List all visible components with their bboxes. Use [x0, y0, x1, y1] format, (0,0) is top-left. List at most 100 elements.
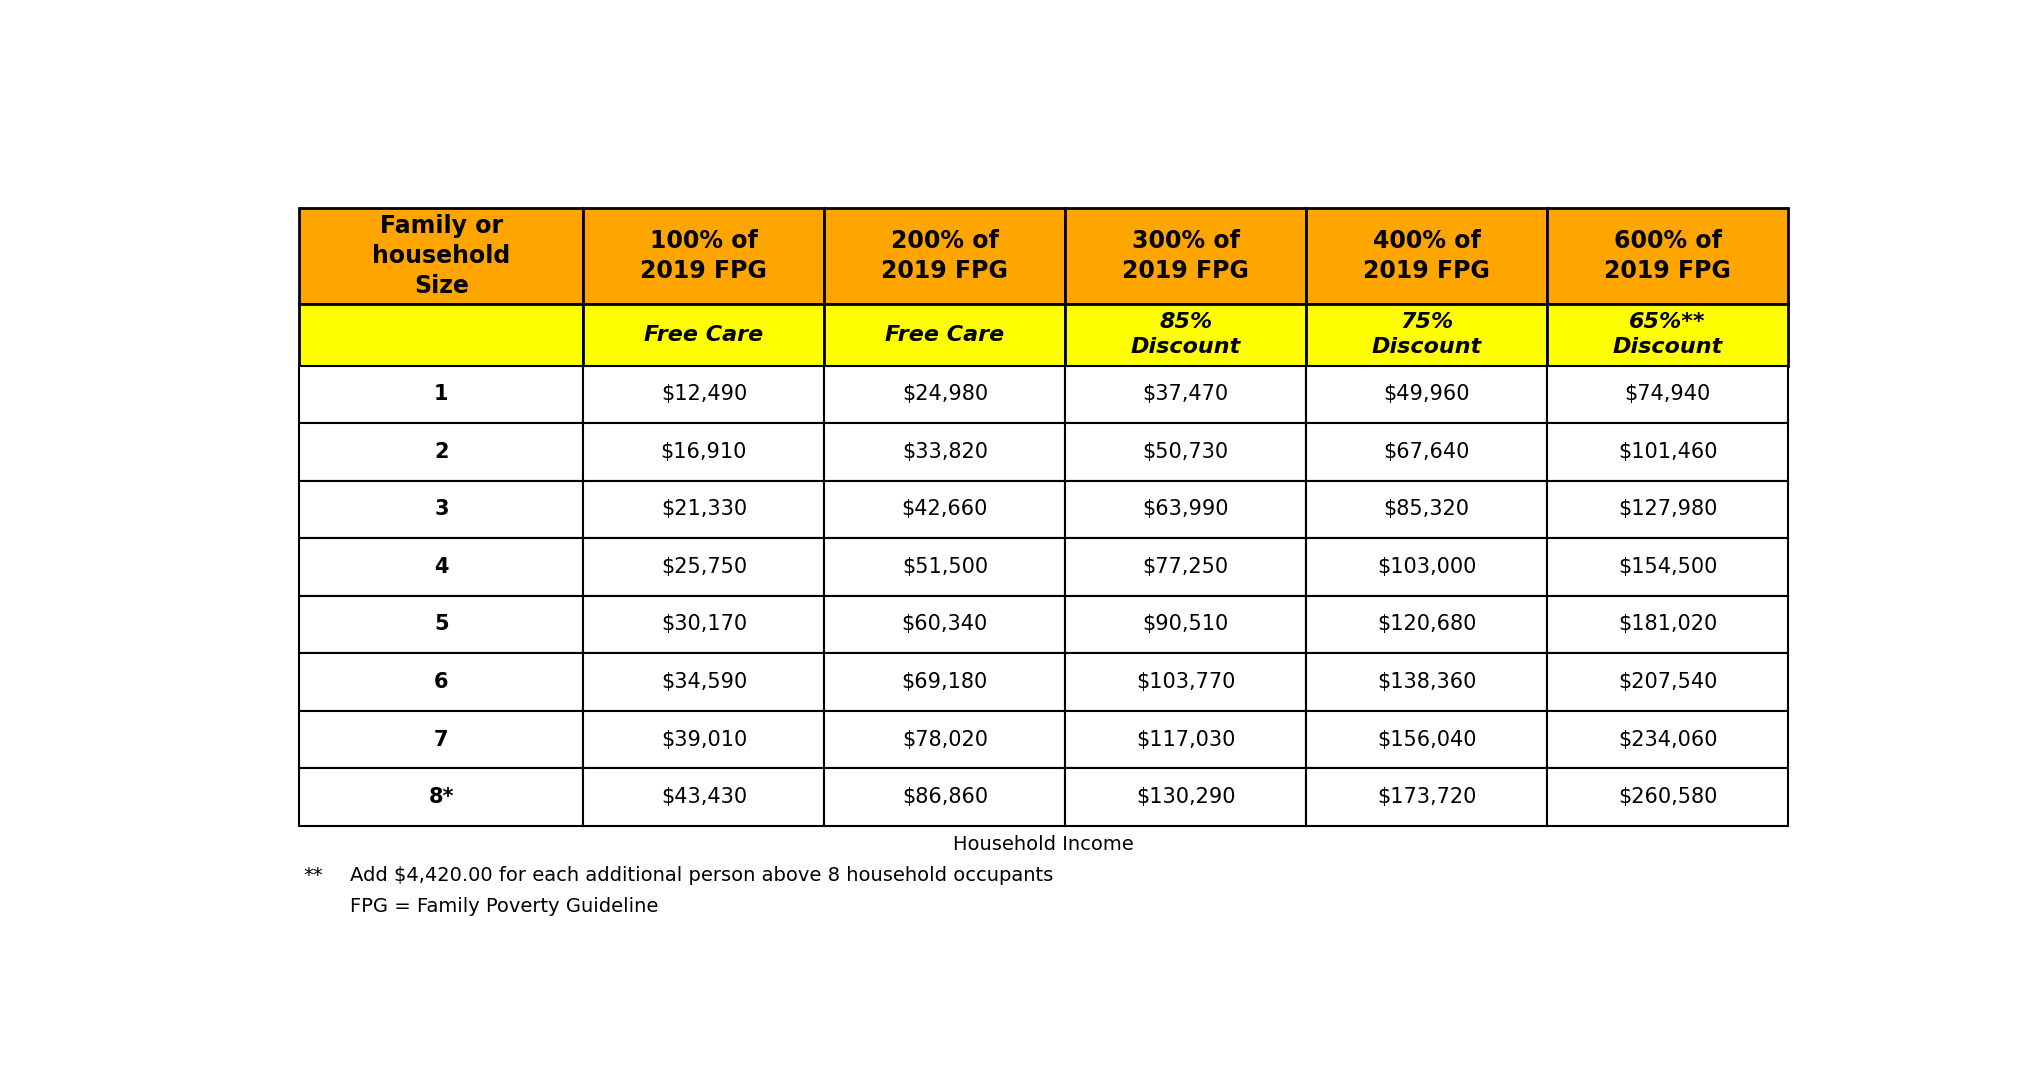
- Text: $86,860: $86,860: [901, 787, 989, 807]
- Text: Family or
household
Size: Family or household Size: [372, 214, 511, 297]
- Bar: [584, 596, 824, 654]
- Bar: [299, 480, 584, 538]
- Bar: [1548, 365, 1788, 423]
- Bar: [1306, 423, 1548, 480]
- Text: $127,980: $127,980: [1617, 500, 1717, 519]
- Bar: [824, 208, 1066, 304]
- Text: 65%**
Discount: 65%** Discount: [1613, 312, 1723, 358]
- Bar: [824, 654, 1066, 711]
- Bar: [1066, 538, 1306, 596]
- Text: 8*: 8*: [429, 787, 454, 807]
- Text: $16,910: $16,910: [661, 442, 746, 462]
- Text: $37,470: $37,470: [1143, 384, 1229, 404]
- Bar: [1066, 480, 1306, 538]
- Bar: [1548, 480, 1788, 538]
- Text: 100% of
2019 FPG: 100% of 2019 FPG: [641, 229, 767, 283]
- Bar: [1548, 596, 1788, 654]
- Text: $260,580: $260,580: [1617, 787, 1717, 807]
- Text: $138,360: $138,360: [1377, 672, 1477, 693]
- Bar: [1548, 423, 1788, 480]
- Bar: [1548, 654, 1788, 711]
- Text: $234,060: $234,060: [1617, 729, 1717, 750]
- Text: $207,540: $207,540: [1617, 672, 1717, 693]
- Bar: [824, 711, 1066, 768]
- Text: $78,020: $78,020: [901, 729, 989, 750]
- Text: 7: 7: [433, 729, 450, 750]
- Bar: [584, 480, 824, 538]
- Text: $43,430: $43,430: [661, 787, 746, 807]
- Text: **: **: [303, 866, 323, 885]
- Bar: [1306, 654, 1548, 711]
- Bar: [824, 768, 1066, 826]
- Bar: [584, 711, 824, 768]
- Bar: [584, 423, 824, 480]
- Bar: [299, 768, 584, 826]
- Text: $101,460: $101,460: [1617, 442, 1717, 462]
- Text: Household Income: Household Income: [954, 835, 1135, 854]
- Bar: [1306, 538, 1548, 596]
- Bar: [1066, 208, 1306, 304]
- Text: 85%
Discount: 85% Discount: [1131, 312, 1241, 358]
- Bar: [1548, 768, 1788, 826]
- Text: $63,990: $63,990: [1143, 500, 1229, 519]
- Text: Free Care: Free Care: [885, 324, 1005, 345]
- Bar: [1066, 654, 1306, 711]
- Text: $117,030: $117,030: [1137, 729, 1235, 750]
- Bar: [299, 538, 584, 596]
- Bar: [1306, 208, 1548, 304]
- Bar: [1066, 304, 1306, 365]
- Bar: [1548, 538, 1788, 596]
- Bar: [1548, 208, 1788, 304]
- Text: $103,000: $103,000: [1377, 557, 1477, 577]
- Bar: [824, 423, 1066, 480]
- Text: $50,730: $50,730: [1143, 442, 1229, 462]
- Bar: [1306, 480, 1548, 538]
- Text: $77,250: $77,250: [1143, 557, 1229, 577]
- Bar: [299, 304, 584, 365]
- Text: Add $4,420.00 for each additional person above 8 household occupants: Add $4,420.00 for each additional person…: [350, 866, 1054, 885]
- Text: $49,960: $49,960: [1383, 384, 1471, 404]
- Bar: [584, 654, 824, 711]
- Bar: [1066, 365, 1306, 423]
- Bar: [299, 654, 584, 711]
- Text: $24,980: $24,980: [901, 384, 989, 404]
- Text: FPG = Family Poverty Guideline: FPG = Family Poverty Guideline: [350, 897, 657, 915]
- Text: $74,940: $74,940: [1625, 384, 1711, 404]
- Bar: [1306, 596, 1548, 654]
- Bar: [824, 596, 1066, 654]
- Bar: [584, 538, 824, 596]
- Bar: [584, 304, 824, 365]
- Bar: [299, 208, 584, 304]
- Bar: [584, 208, 824, 304]
- Bar: [1066, 423, 1306, 480]
- Text: $25,750: $25,750: [661, 557, 746, 577]
- Text: $34,590: $34,590: [661, 672, 746, 693]
- Text: $67,640: $67,640: [1383, 442, 1471, 462]
- Text: Free Care: Free Care: [645, 324, 763, 345]
- Text: 6: 6: [433, 672, 450, 693]
- Text: $39,010: $39,010: [661, 729, 746, 750]
- Bar: [299, 423, 584, 480]
- Bar: [824, 480, 1066, 538]
- Bar: [1306, 768, 1548, 826]
- Text: $85,320: $85,320: [1383, 500, 1471, 519]
- Bar: [824, 365, 1066, 423]
- Text: $130,290: $130,290: [1137, 787, 1235, 807]
- Text: $173,720: $173,720: [1377, 787, 1477, 807]
- Bar: [824, 538, 1066, 596]
- Text: $120,680: $120,680: [1377, 615, 1477, 634]
- Text: 300% of
2019 FPG: 300% of 2019 FPG: [1123, 229, 1249, 283]
- Text: 75%
Discount: 75% Discount: [1371, 312, 1483, 358]
- Text: 600% of
2019 FPG: 600% of 2019 FPG: [1605, 229, 1731, 283]
- Bar: [1066, 596, 1306, 654]
- Bar: [299, 711, 584, 768]
- Text: 5: 5: [433, 615, 450, 634]
- Text: $33,820: $33,820: [901, 442, 989, 462]
- Bar: [1066, 768, 1306, 826]
- Text: $42,660: $42,660: [901, 500, 989, 519]
- Bar: [299, 365, 584, 423]
- Text: $51,500: $51,500: [901, 557, 989, 577]
- Bar: [1066, 711, 1306, 768]
- Bar: [1306, 711, 1548, 768]
- Text: 4: 4: [433, 557, 450, 577]
